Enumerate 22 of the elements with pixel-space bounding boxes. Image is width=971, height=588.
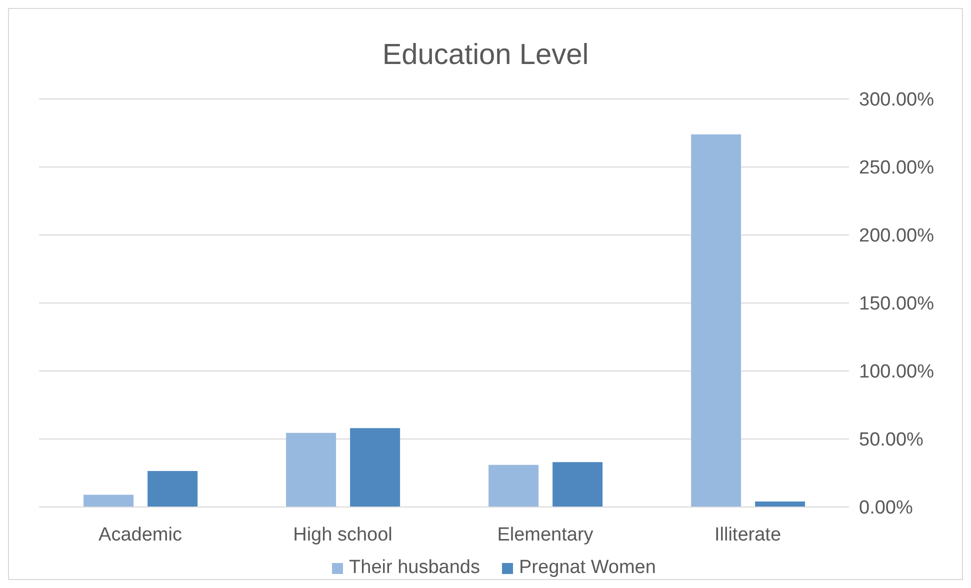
x-tick-label: Elementary (497, 524, 594, 546)
legend-label: Their husbands (348, 557, 480, 579)
x-tick-label: Illiterate (714, 524, 782, 546)
bar (552, 462, 603, 507)
bar (84, 494, 134, 507)
bar (755, 502, 806, 507)
bar (286, 432, 336, 507)
y-tick-label: 300.00% (859, 90, 934, 111)
y-tick-label: 200.00% (859, 226, 934, 247)
y-tick-label: 0.00% (859, 498, 913, 519)
y-tick-label: 250.00% (859, 158, 934, 179)
x-tick-label: High school (293, 524, 392, 546)
y-tick-label: 150.00% (859, 294, 934, 315)
y-tick-label: 100.00% (859, 362, 934, 383)
bar (148, 470, 198, 507)
bar (691, 134, 742, 507)
bar (350, 428, 400, 507)
chart-title: Education Level (381, 39, 590, 73)
x-tick-label: Academic (98, 524, 182, 546)
legend-label: Pregnat Women (518, 557, 656, 579)
bar (488, 464, 539, 507)
y-tick-label: 50.00% (859, 430, 924, 451)
